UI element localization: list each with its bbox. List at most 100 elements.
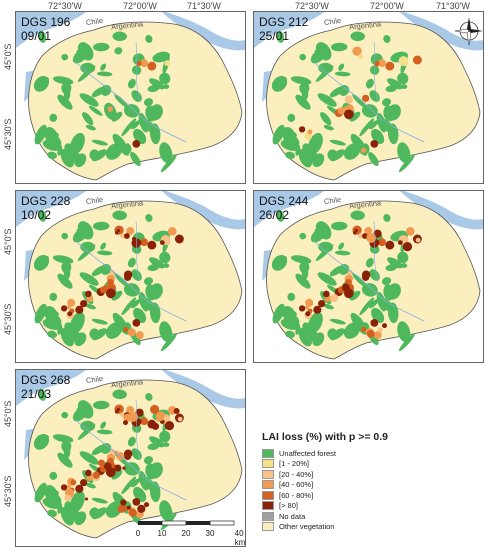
forest-patch	[338, 242, 345, 250]
lai-loss-patch	[123, 420, 128, 426]
river	[313, 61, 425, 143]
forest-patch	[147, 264, 160, 272]
legend-label: No data	[279, 511, 306, 521]
forest-patch	[112, 133, 129, 154]
forest-patch	[315, 42, 332, 61]
river	[373, 41, 379, 103]
forest-patch	[93, 42, 110, 52]
forest-patch	[39, 255, 49, 268]
forest-patch	[131, 120, 141, 130]
scale-tick: 40 km	[234, 529, 246, 547]
forest-patch	[387, 78, 403, 90]
lai-loss-patch	[344, 109, 354, 120]
lai-loss-patch	[135, 331, 144, 340]
lai-loss-patch	[127, 328, 136, 337]
lai-loss-patch	[370, 318, 379, 327]
lai-loss-patch	[123, 449, 133, 458]
scale-tick: 10	[157, 529, 167, 538]
lai-loss-patch	[126, 505, 131, 510]
lai-loss-patch	[106, 288, 116, 299]
forest-patch	[112, 31, 127, 42]
forest-patch	[145, 392, 153, 401]
forest-patch	[397, 321, 411, 343]
lat-label-1: 45°0'S	[3, 43, 13, 70]
lai-loss-patch	[107, 106, 113, 112]
forest-patch	[352, 94, 366, 108]
map-panel-3: DGS 228 10/02 Chile Argentina	[15, 190, 246, 363]
forest-patch	[285, 330, 296, 338]
forest-patch	[143, 277, 154, 286]
forest-patch	[123, 462, 140, 476]
lai-loss-patch	[122, 466, 126, 470]
forest-patch	[295, 273, 311, 289]
map-canvas	[254, 191, 483, 360]
forest-patch	[276, 209, 285, 222]
forest-patch	[93, 400, 110, 410]
forest-patch	[39, 76, 49, 89]
forest-patch	[89, 507, 100, 518]
legend-item: [60 - 80%]	[262, 490, 482, 501]
forest-patch	[143, 98, 154, 107]
panel-title: DGS 196 09/01	[21, 15, 70, 43]
scale-bar: 0 10 20 30 40 km	[132, 518, 245, 547]
forest-patch	[127, 78, 136, 89]
forest-patch	[159, 72, 171, 85]
lai-loss-patch	[151, 422, 160, 430]
forest-patch	[69, 132, 85, 155]
forest-patch	[329, 139, 346, 146]
forest-patch	[148, 283, 163, 300]
forest-patch	[61, 440, 72, 452]
lai-loss-patch	[347, 270, 353, 275]
panel-date: 09/01	[21, 29, 52, 43]
lake	[254, 191, 324, 227]
forest-patch	[85, 482, 96, 489]
forest-patch	[105, 143, 123, 160]
lai-loss-patch	[344, 95, 353, 104]
lai-loss-patch	[85, 469, 92, 477]
forest-patch	[159, 430, 171, 443]
legend-label: [1 - 20%]	[279, 459, 310, 469]
legend-label: [20 - 40%]	[279, 469, 314, 479]
legend-item: [40 - 60%]	[262, 480, 482, 491]
forest-patch	[105, 501, 123, 518]
panel-dgs: DGS 228	[21, 194, 71, 208]
forest-patch	[100, 63, 107, 71]
lai-loss-patch	[402, 241, 413, 252]
lai-loss-patch	[353, 231, 357, 235]
forest-patch	[61, 82, 72, 94]
forest-patch	[47, 330, 58, 338]
legend-item: Unaffected forest	[262, 448, 482, 459]
lai-loss-patch	[115, 410, 119, 414]
forest-patch	[38, 209, 47, 222]
forest-patch	[349, 290, 361, 301]
lai-loss-patch	[67, 484, 71, 489]
forest-patch	[149, 436, 165, 448]
forest-patch	[88, 105, 103, 116]
forest-patch	[148, 104, 163, 121]
forest-patch	[350, 31, 365, 42]
forest-patch	[365, 257, 374, 268]
forest-patch	[57, 273, 73, 289]
legend-swatch	[262, 469, 274, 479]
forest-patch	[100, 442, 112, 454]
forest-patch	[323, 303, 334, 310]
lai-loss-patch	[97, 459, 105, 467]
forest-patch	[111, 469, 123, 480]
forest-patch	[349, 111, 361, 122]
forest-patch	[121, 476, 137, 495]
forest-patch	[69, 490, 85, 513]
forest-patch	[38, 388, 47, 401]
forest-patch	[159, 142, 173, 164]
legend-label: Other vegetation	[279, 522, 335, 532]
forest-patch	[365, 78, 374, 89]
lake	[162, 12, 245, 51]
forest-patch	[163, 442, 170, 448]
forest-patch	[77, 400, 94, 419]
lai-loss-patch	[136, 60, 142, 67]
lai-loss-patch	[65, 488, 72, 495]
forest-patch	[299, 53, 307, 61]
lai-loss-patch	[298, 305, 306, 312]
forest-patch	[285, 313, 300, 327]
lai-loss-patch	[164, 60, 171, 67]
forest-patch	[368, 152, 379, 167]
